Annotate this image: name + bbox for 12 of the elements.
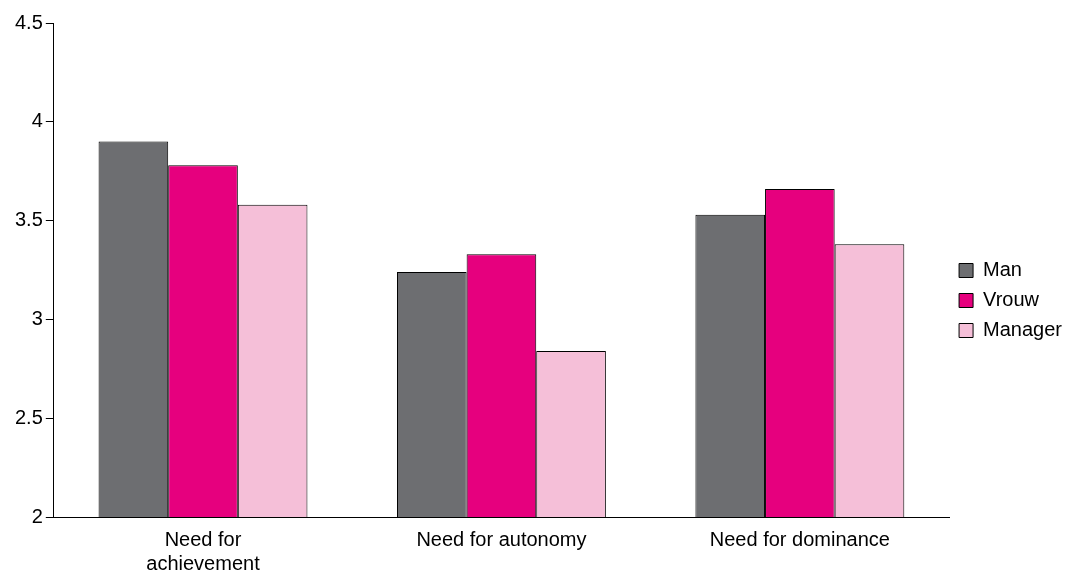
x-tick-label: Need for autonomy: [416, 527, 587, 550]
y-tick-label: 2: [31, 504, 43, 527]
x-tick-label: Need for dominance: [709, 527, 890, 550]
legend-label: Manager: [983, 318, 1063, 341]
y-tick-label: 4.5: [14, 10, 43, 33]
y-tick-label: 3: [31, 306, 43, 329]
y-tick-label: 3.5: [14, 208, 43, 231]
y-tick-label: 4: [31, 109, 43, 132]
legend-label: Vrouw: [983, 288, 1040, 311]
legend-label: Man: [983, 258, 1022, 281]
y-tick-label: 2.5: [14, 405, 43, 428]
x-tick-label: Need for achievement: [146, 527, 261, 574]
